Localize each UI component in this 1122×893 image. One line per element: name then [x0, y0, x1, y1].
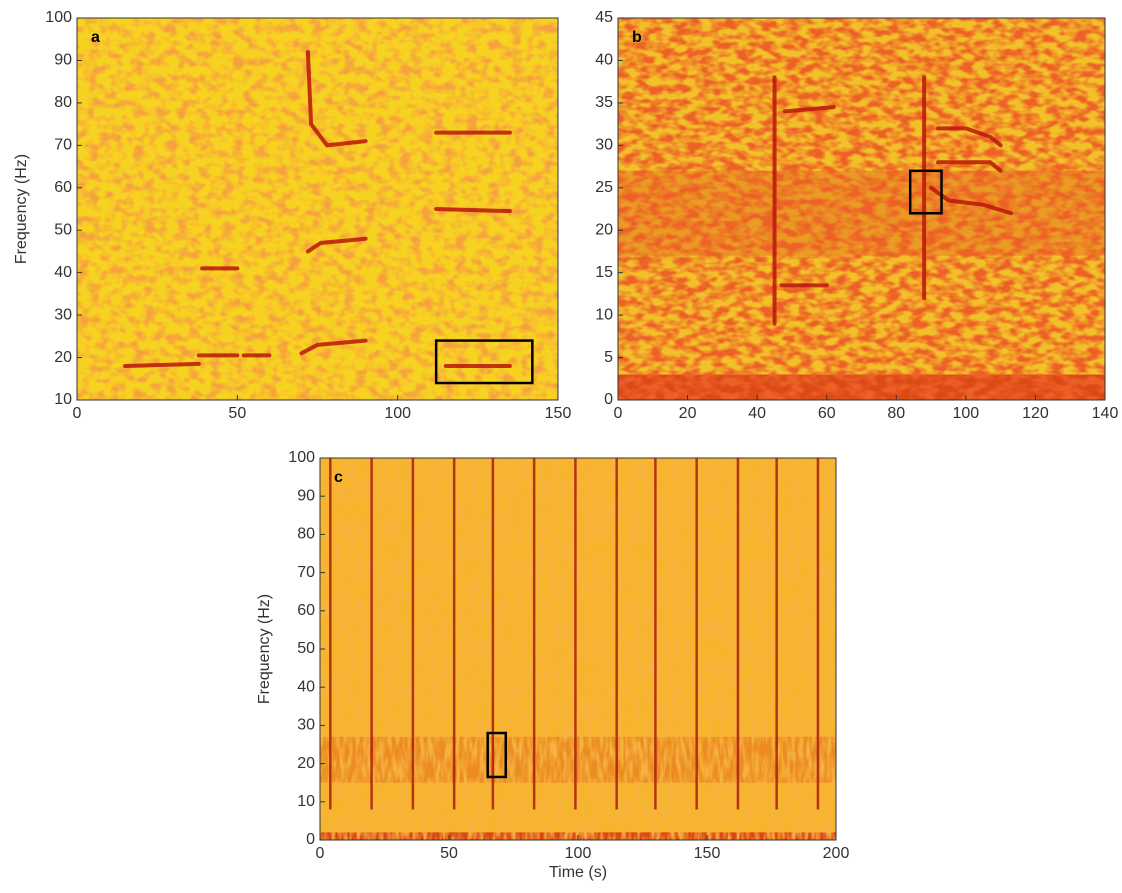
x-tick-label: 0	[73, 405, 82, 422]
x-tick-label: 140	[1092, 405, 1119, 422]
x-tick-label: 50	[228, 405, 246, 422]
noise	[618, 18, 1105, 400]
panel: 0 50 100 150 10 20 30 40 50 60 70 80 90 100 a Frequency…	[13, 9, 571, 422]
x-tick-label: 200	[823, 845, 850, 862]
y-axis-label: Frequency (Hz)	[13, 154, 30, 264]
plot-frame	[76, 17, 559, 401]
x-tick-label: 150	[694, 845, 721, 862]
y-tick-label: 20	[595, 221, 613, 238]
highlight-box	[434, 339, 534, 385]
y-tick-label: 25	[595, 179, 613, 196]
panel: 0 50 100 150 200 0 10 20 30 40 50 60 70 80 90 100 c Frequ…	[256, 449, 849, 881]
panel-label: a	[91, 29, 100, 46]
call-trace	[434, 207, 512, 214]
x-tick-label: 50	[440, 845, 458, 862]
x-tick-label: 100	[384, 405, 411, 422]
y-tick-label: 45	[595, 9, 613, 26]
panel-label: c	[334, 469, 343, 486]
y-tick-label: 10	[54, 391, 72, 408]
y-tick-label: 80	[297, 526, 315, 543]
x-tick-label: 100	[565, 845, 592, 862]
y-tick-label: 5	[604, 349, 613, 366]
call-trace	[936, 126, 1003, 148]
y-axis-label: Frequency (Hz)	[256, 594, 273, 704]
plot-area	[320, 458, 836, 840]
y-tick-label: 30	[595, 137, 613, 154]
x-tick-label: 150	[545, 405, 572, 422]
x-tick-label: 40	[748, 405, 766, 422]
y-tick-label: 40	[297, 678, 315, 695]
call-trace	[929, 185, 1014, 216]
y-tick-label: 100	[288, 449, 315, 466]
y-tick-label: 80	[54, 94, 72, 111]
highlight-box	[908, 169, 943, 215]
x-tick-label: 60	[818, 405, 836, 422]
y-tick-label: 20	[54, 349, 72, 366]
plot-area	[618, 18, 1105, 400]
call-trace	[936, 160, 1003, 173]
y-tick-label: 60	[54, 179, 72, 196]
x-tick-label: 0	[614, 405, 623, 422]
y-tick-label: 90	[54, 52, 72, 69]
y-tick-label: 40	[54, 264, 72, 281]
y-tick-label: 60	[297, 602, 315, 619]
y-tick-label: 30	[54, 306, 72, 323]
y-tick-label: 50	[54, 221, 72, 238]
call-trace	[782, 105, 836, 114]
y-tick-label: 100	[45, 9, 72, 26]
plot-frame	[617, 17, 1106, 401]
y-tick-label: 35	[595, 94, 613, 111]
y-tick-label: 15	[595, 264, 613, 281]
x-tick-label: 0	[316, 845, 325, 862]
x-tick-label: 80	[887, 405, 905, 422]
x-axis-label: Time (s)	[549, 864, 607, 881]
y-tick-label: 70	[54, 137, 72, 154]
y-tick-label: 10	[297, 793, 315, 810]
y-tick-label: 20	[297, 755, 315, 772]
y-tick-label: 0	[604, 391, 613, 408]
x-tick-label: 120	[1022, 405, 1049, 422]
y-tick-label: 50	[297, 640, 315, 657]
y-tick-label: 70	[297, 564, 315, 581]
call-trace	[305, 236, 368, 254]
highlight-box	[486, 731, 508, 779]
x-tick-label: 20	[679, 405, 697, 422]
call-trace	[299, 338, 368, 356]
x-tick-label: 100	[953, 405, 980, 422]
panel-label: b	[632, 29, 642, 46]
y-tick-label: 30	[297, 717, 315, 734]
y-tick-label: 10	[595, 306, 613, 323]
call-trace	[123, 361, 201, 369]
y-tick-label: 40	[595, 52, 613, 69]
y-tick-label: 90	[297, 487, 315, 504]
noise	[320, 458, 836, 840]
y-tick-label: 0	[306, 831, 315, 848]
call-trace	[305, 49, 368, 148]
panel: 0 20 40 60 80 100 120 140 0 5 10 15 20 25 30 35 40 45 b	[595, 9, 1118, 422]
plot-area	[77, 18, 558, 400]
